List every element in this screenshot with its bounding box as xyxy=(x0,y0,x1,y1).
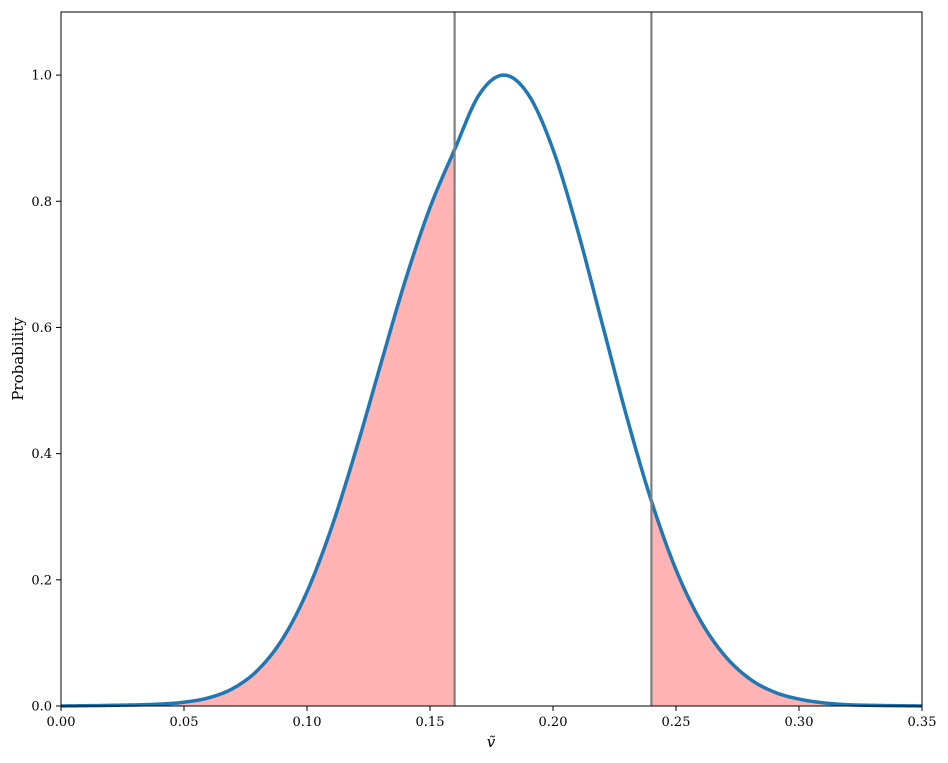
plot-frame xyxy=(60,11,923,707)
shaded-regions xyxy=(61,149,922,707)
y-tick-label: 0.8 xyxy=(31,195,52,210)
x-tick-label: 0.15 xyxy=(416,715,445,730)
x-tick-label: 0.05 xyxy=(170,715,199,730)
x-tick-label: 0.25 xyxy=(662,715,691,730)
x-tick-label: 0.00 xyxy=(47,715,76,730)
probability-curve xyxy=(60,73,923,708)
x-tick-label: 0.20 xyxy=(539,715,568,730)
curve-layer xyxy=(60,73,923,708)
y-tick-label: 0.2 xyxy=(31,573,52,588)
x-tick-label: 0.35 xyxy=(908,715,937,730)
y-axis-ticks: 0.0 0.2 0.4 0.6 0.8 1.0 xyxy=(31,69,61,715)
y-tick-label: 0.6 xyxy=(31,321,52,336)
y-axis-label: Probability xyxy=(9,317,27,401)
vertical-lines xyxy=(453,12,653,706)
y-tick-label: 0.4 xyxy=(31,447,52,462)
x-tick-label: 0.10 xyxy=(293,715,322,730)
y-tick-label: 0.0 xyxy=(31,700,52,715)
x-axis-ticks: 0.00 0.05 0.10 0.15 0.20 0.25 0.30 0.35 xyxy=(47,706,937,730)
shaded-region-2 xyxy=(651,500,922,706)
x-tick-label: 0.30 xyxy=(785,715,814,730)
x-axis-label: ṽ xyxy=(487,733,496,751)
y-tick-label: 1.0 xyxy=(31,69,52,84)
shaded-region-1 xyxy=(61,149,455,707)
